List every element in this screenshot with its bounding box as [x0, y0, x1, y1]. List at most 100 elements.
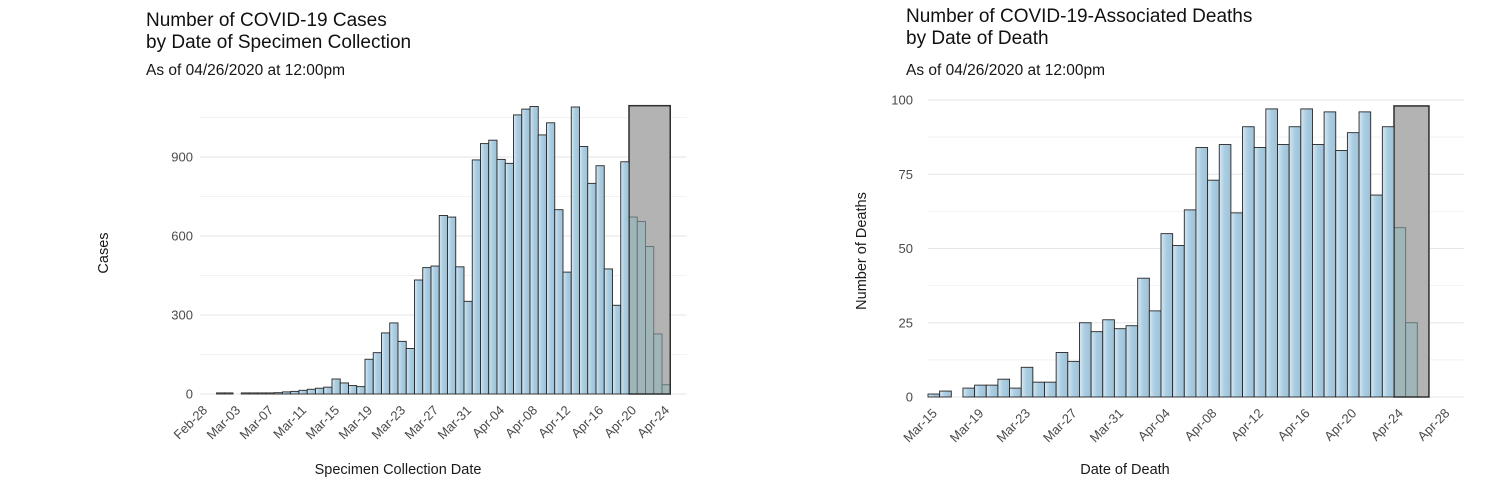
- cases-bar-Apr-03: [488, 139, 498, 395]
- deaths-bar-Apr-07: [1195, 147, 1209, 398]
- deaths-xtick-label: Mar-23: [993, 406, 1033, 446]
- cases-bar-Mar-08: [273, 392, 283, 395]
- deaths-bar-Mar-16: [939, 390, 952, 398]
- cases-bar-Apr-16: [595, 165, 605, 395]
- deaths-provisional-bar-Apr-24: [1393, 227, 1407, 398]
- cases-bar-Apr-04: [496, 158, 506, 395]
- cases-bar-Mar-14: [323, 386, 333, 395]
- cases-bar-Apr-02: [480, 143, 490, 395]
- deaths-bar-Mar-19: [974, 384, 987, 398]
- cases-bar-Mar-18: [356, 386, 366, 395]
- cases-bar-Apr-08: [529, 106, 539, 395]
- cases-y-axis-title: Cases: [96, 232, 112, 273]
- deaths-bar-Apr-15: [1288, 126, 1302, 398]
- cases-bar-Apr-15: [587, 182, 597, 395]
- cases-bar-Apr-07: [521, 108, 531, 395]
- cases-bar-Mar-27: [430, 265, 440, 395]
- deaths-xtick-label: Apr-28: [1414, 406, 1452, 444]
- deaths-bar-Apr-05: [1172, 245, 1185, 398]
- cases-bar-Mar-22: [389, 322, 399, 395]
- deaths-y-axis-title: Number of Deaths: [854, 192, 870, 310]
- cases-bar-Mar-29: [447, 216, 457, 395]
- deaths-ytick-label: 25: [899, 315, 913, 330]
- deaths-chart-title-line1: Number of COVID-19-Associated Deaths: [906, 6, 1253, 27]
- cases-bar-Mar-16: [339, 382, 349, 395]
- cases-bar-Apr-18: [612, 304, 622, 395]
- deaths-bar-Apr-21: [1358, 111, 1372, 398]
- deaths-bar-Mar-26: [1055, 352, 1069, 398]
- cases-provisional-bar-Apr-20: [628, 216, 638, 395]
- deaths-xtick-label: Mar-19: [947, 406, 987, 446]
- deaths-xtick-label: Apr-24: [1368, 406, 1406, 444]
- deaths-bar-Mar-27: [1067, 360, 1080, 398]
- cases-xtick-label: Mar-15: [303, 403, 343, 443]
- deaths-bar-Mar-15: [927, 393, 941, 398]
- deaths-bar-Apr-10: [1230, 212, 1244, 398]
- cases-bar-Mar-10: [290, 390, 300, 395]
- deaths-bar-Apr-12: [1253, 147, 1267, 398]
- cases-bar-Mar-15: [331, 378, 341, 395]
- cases-bar-Mar-17: [348, 385, 358, 395]
- cases-bar-Mar-09: [282, 391, 292, 395]
- cases-bar-Apr-11: [554, 209, 564, 395]
- deaths-bar-Apr-11: [1242, 126, 1255, 398]
- cases-ytick-label: 300: [171, 308, 193, 323]
- cases-bar-Mar-30: [455, 266, 465, 395]
- cases-ytick-label: 0: [186, 387, 193, 402]
- deaths-bar-Apr-09: [1218, 144, 1232, 398]
- deaths-chart-title-line2: by Date of Death: [906, 28, 1049, 49]
- deaths-xtick-label: Apr-20: [1321, 406, 1359, 444]
- deaths-ytick-label: 50: [899, 241, 913, 256]
- deaths-ytick-label: 75: [899, 167, 913, 182]
- deaths-ytick-label: 0: [906, 390, 913, 405]
- deaths-bar-Apr-06: [1183, 209, 1197, 398]
- deaths-bar-Mar-18: [962, 387, 976, 398]
- deaths-provisional-bar-Apr-25: [1405, 322, 1418, 398]
- cases-bar-Mar-28: [438, 215, 448, 395]
- cases-bar-Apr-06: [513, 114, 523, 395]
- cases-provisional-bar-Apr-23: [653, 333, 663, 395]
- cases-bar-Mar-31: [463, 300, 473, 395]
- deaths-xtick-label: Apr-16: [1275, 406, 1313, 444]
- cases-bar-Mar-07: [265, 392, 275, 395]
- cases-bar-Mar-21: [381, 332, 391, 395]
- cases-xtick-label: Mar-23: [369, 403, 409, 443]
- cases-ytick-label: 600: [171, 229, 193, 244]
- cases-bar-Mar-02: [224, 392, 234, 395]
- cases-chart-title: Number of COVID-19 Cases by Date of Spec…: [146, 10, 411, 54]
- deaths-bar-Apr-14: [1277, 144, 1290, 398]
- cases-bar-Mar-25: [414, 279, 424, 395]
- cases-xtick-label: Apr-16: [568, 403, 606, 441]
- deaths-bar-Apr-16: [1300, 108, 1313, 398]
- cases-xtick-label: Mar-07: [237, 403, 277, 443]
- deaths-bar-Mar-25: [1044, 381, 1057, 398]
- cases-bar-Apr-10: [546, 122, 556, 395]
- cases-xtick-label: Apr-24: [634, 403, 672, 441]
- cases-bar-Apr-14: [579, 146, 589, 395]
- deaths-bar-Apr-17: [1311, 144, 1325, 398]
- cases-bar-Apr-17: [603, 268, 613, 395]
- deaths-bar-Apr-03: [1148, 310, 1162, 398]
- cases-bar-Mar-11: [298, 389, 308, 395]
- cases-xtick-label: Mar-27: [402, 403, 442, 443]
- deaths-bar-Apr-23: [1381, 126, 1395, 398]
- cases-x-axis-title: Specimen Collection Date: [315, 462, 482, 478]
- cases-provisional-bar-Apr-21: [636, 221, 646, 395]
- cases-bar-Apr-13: [570, 106, 580, 395]
- deaths-bar-Apr-08: [1207, 179, 1220, 398]
- cases-bar-Mar-05: [249, 392, 259, 395]
- cases-chart-subtitle: As of 04/26/2020 at 12:00pm: [146, 62, 346, 79]
- deaths-bar-Mar-24: [1032, 381, 1045, 398]
- cases-provisional-bar-Apr-24: [661, 384, 671, 395]
- deaths-ytick-label: 100: [891, 93, 913, 108]
- deaths-bar-Apr-04: [1160, 233, 1174, 398]
- cases-bar-Apr-09: [537, 134, 547, 395]
- deaths-bar-Mar-31: [1113, 328, 1127, 398]
- cases-xtick-label: Mar-19: [336, 403, 376, 443]
- cases-xtick-label: Mar-31: [435, 403, 475, 443]
- deaths-xtick-label: Apr-04: [1135, 406, 1173, 444]
- cases-chart-title-line2: by Date of Specimen Collection: [146, 32, 412, 53]
- deaths-xtick-label: Mar-15: [900, 406, 940, 446]
- deaths-xtick-label: Mar-27: [1040, 406, 1080, 446]
